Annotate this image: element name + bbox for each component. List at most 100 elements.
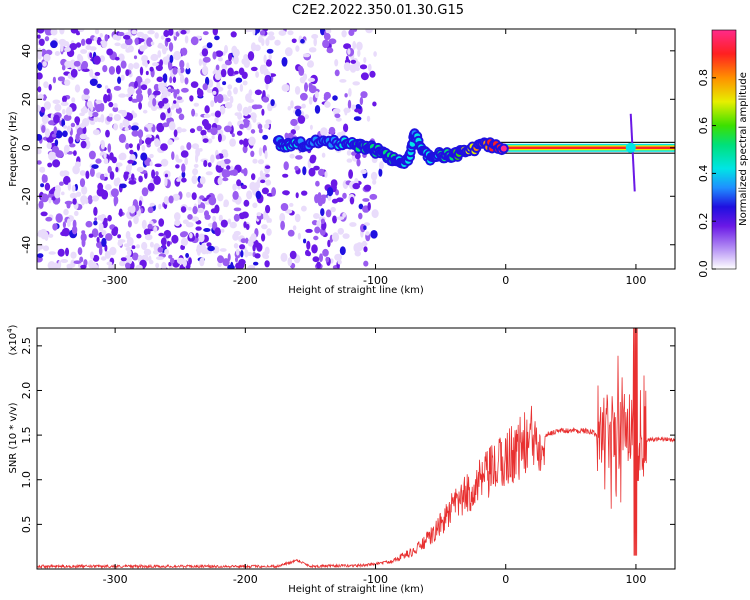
spectrogram-cell [176,126,183,134]
spectrogram-cell [305,228,313,233]
spectrogram-cell [215,50,224,57]
spectrogram-cell [181,171,186,179]
spectrogram-cell [103,173,108,178]
spectrogram-cell [37,79,41,87]
spectrogram-cell [85,170,90,179]
spectrogram-cell [363,184,372,191]
spectrogram-cell [106,261,113,266]
spectrogram-cell [198,58,203,66]
spectrogram-cell [113,195,119,205]
spectrogram-cell [298,66,305,76]
spectrogram-cell [362,198,370,202]
spectrogram-cell [98,246,103,256]
spectrogram-cell [242,145,248,154]
spectrogram-cell [308,47,317,53]
spectrogram-cell [247,239,254,247]
spectrogram-cell [102,220,108,229]
spectrogram-cell [168,29,174,36]
spectrogram-cell [224,44,228,54]
snr-background [37,328,675,569]
spectrogram-cell [168,42,174,52]
spectrogram-cell [328,38,337,45]
spectrogram-cell [264,260,270,268]
spectrogram-cell [343,43,352,50]
spectrogram-cell [185,67,191,75]
spectrogram-cell [259,170,264,178]
spectrogram-cell [81,60,89,70]
spectrogram-cell [113,85,122,91]
spectrogram-cell [40,231,49,240]
spectrogram-cell [129,149,134,155]
spectrogram-cell [50,266,58,269]
spectrogram-cell [331,198,339,204]
spectrogram-cell [153,226,158,233]
spectrogram-cell [94,29,100,35]
spectrogram-cell [182,219,189,225]
spectrogram-cell [57,76,65,82]
spectrogram-cell [104,34,109,42]
spectrogram-cell [44,29,52,35]
spectrogram-cell [134,37,139,46]
spectrogram-cell [255,104,263,109]
spectrogram-cell [242,106,250,117]
spectrogram-cell [320,127,328,136]
spectrogram-cell [297,232,301,240]
spectrogram-cell [88,150,96,160]
y-tick-label: 2.5 [20,337,33,355]
spectrogram-cell [154,32,159,39]
spectrogram-cell [360,72,369,81]
x-tick-label: 100 [625,274,646,287]
spectrogram-cell [138,200,142,207]
spectrogram-cell [180,145,185,151]
spectrogram-dots [37,29,384,269]
spectrogram-cell [148,259,154,265]
spectrogram-cell [171,234,179,244]
spectrogram-cell [120,43,128,49]
spectrogram-cell [67,182,72,191]
trace-spike-core [625,142,636,153]
spectrogram-cell [94,217,98,221]
spectrogram-cell [180,47,188,56]
spectrogram-cell [142,109,148,114]
spectrogram-cell [155,171,159,176]
spectrogram-cell [162,97,169,104]
spectrogram-cell [235,256,238,263]
spectrogram-cell [125,69,130,77]
spectrogram-cell [122,118,130,128]
spectrogram-cell [101,189,109,200]
spectrogram-cell [169,76,173,84]
spectrogram-cell [241,71,248,80]
spectrogram-cell [37,93,44,101]
spectrogram-cell [179,74,185,84]
spectrogram-cell [191,192,197,201]
spectrogram-cell [243,59,250,68]
spectrogram-cell [96,83,102,89]
spectrogram-cell [265,173,270,178]
spectrogram-cell [352,81,361,86]
spectrogram-cell [160,143,168,151]
spectrogram-cell [131,98,139,103]
spectrogram-cell [196,244,202,254]
spectrogram-cell [111,156,118,164]
spectrogram-cell [369,193,378,200]
spectrogram-cell [115,65,121,75]
spectrogram-cell [221,63,228,70]
spectrogram-cell [204,105,210,114]
spectrogram-cell [113,123,118,131]
spectrogram-cell [65,247,69,257]
spectrogram-cell [37,253,44,258]
spectrogram-cell [239,139,244,145]
spectrogram-cell [166,240,171,247]
spectrogram-cell [214,72,222,81]
spectrogram-trace [272,113,675,192]
spectrogram-cell [151,169,156,179]
spectrogram-cell [136,143,140,151]
spectrogram-cell [115,162,123,167]
spectrogram-cell [291,38,297,44]
spectrogram-cell [124,127,129,132]
spectrogram-cell [161,261,167,269]
spectrogram-cell [345,55,349,63]
spectrogram-cell [120,74,125,81]
spectrogram-cell [128,180,137,185]
spectrogram-cell [257,159,265,165]
